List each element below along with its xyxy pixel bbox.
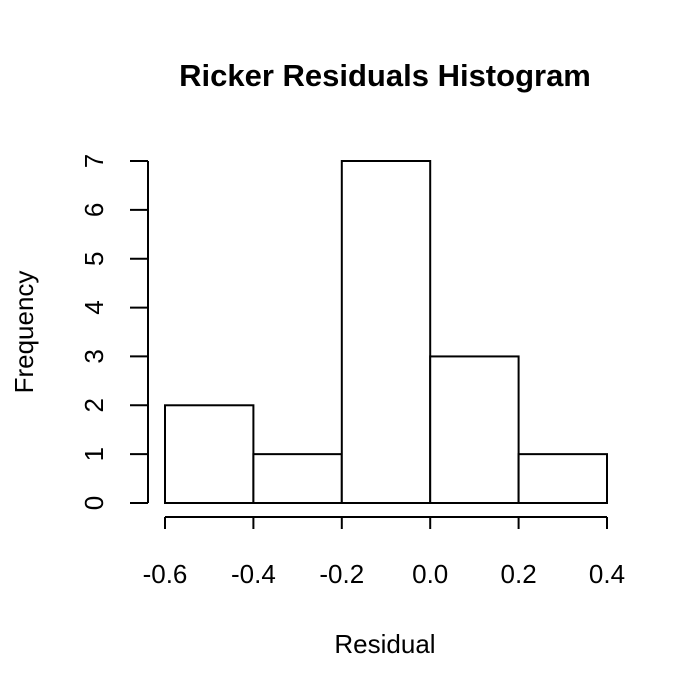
histogram-bar [517,453,608,504]
y-tick-label: 7 [79,154,109,168]
histogram-bar [340,160,432,504]
x-tick-label: 0.4 [589,559,625,589]
y-tick-label: 0 [79,496,109,510]
histogram-bar [429,355,520,504]
y-tick-label: 6 [79,203,109,217]
x-tick-label: -0.6 [143,559,188,589]
x-tick-label: -0.4 [231,559,276,589]
y-axis: 0 1 2 3 4 5 6 7 [79,154,149,510]
y-tick-label: 5 [79,251,109,265]
chart-title: Ricker Residuals Histogram [179,58,591,93]
x-tick-label: 0.2 [501,559,537,589]
y-axis-label: Frequency [9,271,39,394]
histogram-bar [164,404,255,504]
x-axis: -0.6 -0.4 -0.2 0.0 0.2 0.4 [143,516,625,589]
histogram-bar [252,453,343,504]
bars-group [164,160,608,504]
x-tick-label: 0.0 [412,559,448,589]
x-tick-label: -0.2 [319,559,364,589]
y-tick-label: 3 [79,349,109,363]
y-tick-label: 4 [79,300,109,314]
y-tick-label: 1 [79,447,109,461]
x-axis-label: Residual [334,629,435,659]
y-tick-label: 2 [79,398,109,412]
